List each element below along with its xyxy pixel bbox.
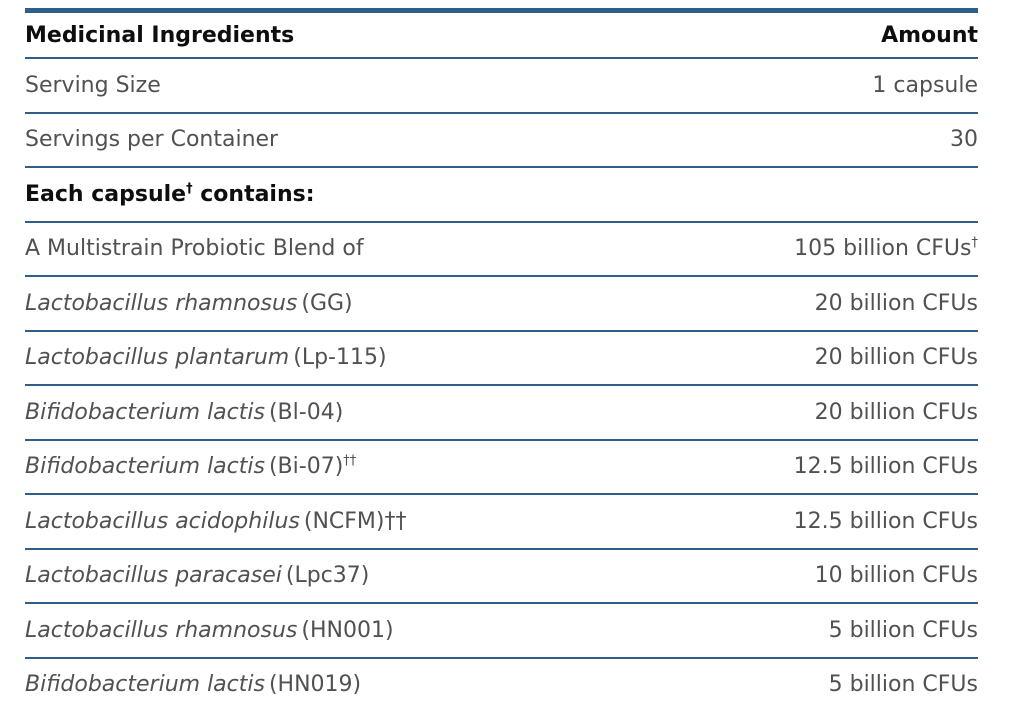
strain-species: Lactobacillus rhamnosus — [25, 290, 298, 316]
table-row-section-header: Each capsule† contains: — [25, 168, 978, 223]
table-row-strain: Bifidobacterium lactis (HN019) 5 billion … — [25, 659, 978, 709]
amount-cell: 20 billion CFUs — [814, 399, 978, 425]
section-header-suffix: contains: — [192, 181, 315, 207]
ingredient-name-cell: Bifidobacterium lactis (Bl-04) — [25, 400, 343, 425]
servings-per-container-label: Servings per Container — [25, 127, 279, 153]
serving-size-value: 1 capsule — [872, 72, 978, 98]
strain-species: Lactobacillus acidophilus — [25, 508, 300, 534]
strain-species: Bifidobacterium lactis — [25, 454, 265, 480]
column-header-amount: Amount — [881, 22, 978, 48]
dagger-sup: † — [971, 235, 979, 251]
table-row-strain: Lactobacillus acidophilus (NCFM)†† 12.5 b… — [25, 495, 978, 550]
table-row-strain: Bifidobacterium lactis (Bl-04) 20 billion… — [25, 386, 978, 441]
strain-species: Lactobacillus plantarum — [25, 345, 290, 371]
dagger-sup: †† — [343, 453, 357, 469]
section-header-label: Each capsule† contains: — [25, 182, 315, 207]
ingredient-name-cell: Lactobacillus plantarum (Lp-115) — [25, 345, 387, 370]
amount-cell: 12.5 billion CFUs — [793, 454, 978, 480]
strain-code: (GG) — [301, 290, 353, 316]
table-row-strain: Lactobacillus plantarum (Lp-115) 20 billi… — [25, 332, 978, 386]
section-header-text: Each capsule — [25, 181, 187, 207]
table-header-row: Medicinal Ingredients Amount — [25, 13, 978, 59]
table-row-blend: A Multistrain Probiotic Blend of 105 bil… — [25, 223, 978, 277]
strain-code: (HN001) — [301, 617, 394, 643]
amount-cell: 12.5 billion CFUs — [793, 508, 978, 534]
strain-code: (NCFM) — [303, 508, 385, 534]
dagger-inline: †† — [384, 508, 407, 534]
strain-code: (HN019) — [268, 672, 362, 698]
strain-code: (Lpc37) — [285, 563, 370, 589]
ingredient-name-cell: Lactobacillus rhamnosus (HN001) — [25, 618, 394, 643]
column-header-ingredients: Medicinal Ingredients — [25, 22, 295, 48]
strain-code: (Lp-115) — [293, 345, 387, 371]
table-row-strain: Lactobacillus paracasei (Lpc37) 10 billio… — [25, 550, 978, 604]
table-row-servings-per-container: Servings per Container 30 — [25, 114, 978, 168]
table-row-strain: Lactobacillus rhamnosus (HN001) 5 billion… — [25, 604, 978, 659]
ingredient-name-cell: Lactobacillus paracasei (Lpc37) — [25, 563, 369, 588]
dagger-sup: † — [186, 181, 193, 197]
amount-cell: 5 billion CFUs — [828, 617, 978, 643]
ingredient-name-cell: Lactobacillus acidophilus (NCFM)†† — [25, 509, 406, 534]
serving-size-label: Serving Size — [25, 72, 161, 98]
amount-cell: 20 billion CFUs — [814, 345, 978, 371]
strain-species: Lactobacillus paracasei — [25, 563, 282, 589]
ingredient-name-cell: Bifidobacterium lactis (Bi-07)†† — [25, 454, 356, 479]
amount-cell: 10 billion CFUs — [814, 563, 978, 589]
ingredient-name-cell: Bifidobacterium lactis (HN019) — [25, 672, 361, 697]
blend-label: A Multistrain Probiotic Blend of — [25, 236, 364, 262]
blend-amount-cell: 105 billion CFUs† — [794, 236, 978, 261]
strain-species: Lactobacillus rhamnosus — [25, 617, 298, 643]
strain-species: Bifidobacterium lactis — [25, 399, 265, 425]
ingredient-name-cell: Lactobacillus rhamnosus (GG) — [25, 291, 353, 316]
medicinal-ingredients-table: Medicinal Ingredients Amount Serving Siz… — [25, 8, 978, 709]
table-row-strain: Bifidobacterium lactis (Bi-07)†† 12.5 bil… — [25, 441, 978, 495]
servings-per-container-value: 30 — [950, 127, 978, 153]
blend-amount: 105 billion CFUs — [794, 236, 972, 262]
amount-cell: 5 billion CFUs — [828, 672, 978, 698]
strain-code: (Bi-07) — [268, 454, 344, 480]
amount-cell: 20 billion CFUs — [814, 290, 978, 316]
strain-code: (Bl-04) — [268, 399, 344, 425]
table-row-strain: Lactobacillus rhamnosus (GG) 20 billion C… — [25, 277, 978, 332]
strain-species: Bifidobacterium lactis — [25, 672, 265, 698]
table-row-serving-size: Serving Size 1 capsule — [25, 59, 978, 114]
